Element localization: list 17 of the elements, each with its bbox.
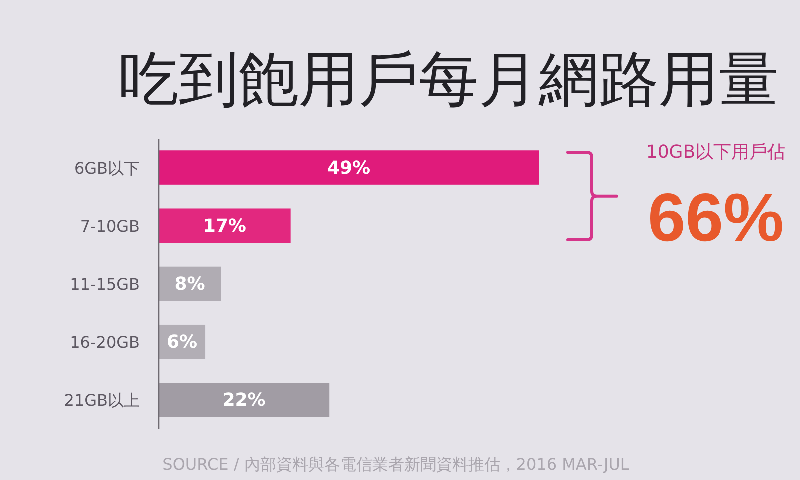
text: 66% — [648, 180, 784, 256]
bar — [159, 383, 330, 418]
y-tick-label: 7-10GB — [80, 216, 140, 236]
data-label: 17% — [203, 215, 246, 236]
data-label: 6% — [166, 332, 198, 353]
data-label: 8% — [174, 274, 206, 294]
text: 10GB以下用戶佔 — [646, 142, 786, 163]
bar — [159, 208, 291, 244]
y-tick-label: 16-20GB — [70, 332, 140, 352]
data-label: 22% — [222, 390, 266, 411]
bar — [159, 150, 539, 185]
source-note: SOURCE / 內部資料與各電信業者新聞資料推估，2016 MAR-JUL — [162, 455, 630, 474]
chart-title: 吃到飽用戶每月網路用量 — [119, 45, 779, 115]
y-tick-label: 11-15GB — [70, 274, 140, 294]
y-tick-label: 6GB以下 — [74, 158, 140, 178]
data-label: 49% — [327, 157, 371, 178]
y-tick-label: 21GB以上 — [64, 390, 140, 410]
